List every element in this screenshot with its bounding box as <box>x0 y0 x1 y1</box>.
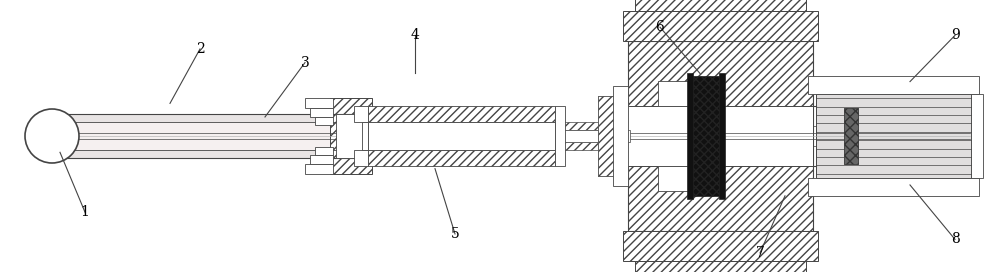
Text: 9: 9 <box>951 28 959 42</box>
Bar <box>635 261 806 272</box>
Bar <box>368 122 555 150</box>
Bar <box>52 122 358 150</box>
Bar <box>368 150 555 166</box>
Bar <box>808 76 979 94</box>
Bar <box>305 98 333 108</box>
Bar <box>623 11 818 41</box>
Bar <box>613 86 628 186</box>
Bar <box>971 94 983 178</box>
Bar <box>635 0 806 11</box>
Bar <box>315 147 333 155</box>
Bar <box>628 106 813 166</box>
Bar <box>658 81 713 106</box>
Bar <box>658 166 713 191</box>
Bar <box>354 106 368 122</box>
Circle shape <box>25 109 79 163</box>
Text: 3: 3 <box>301 55 309 70</box>
Bar <box>354 150 368 166</box>
Bar <box>598 96 613 176</box>
Bar <box>368 106 555 122</box>
Bar <box>628 41 813 231</box>
Bar <box>687 73 693 199</box>
Text: 2: 2 <box>196 42 204 56</box>
Bar <box>362 122 368 150</box>
Bar <box>310 108 333 117</box>
Bar <box>330 98 372 174</box>
Bar <box>315 117 333 125</box>
Bar <box>555 106 565 166</box>
Bar <box>808 178 979 196</box>
Text: 5: 5 <box>451 227 459 241</box>
Bar <box>844 108 858 164</box>
Bar <box>555 122 630 130</box>
Bar <box>555 130 630 142</box>
Text: 4: 4 <box>411 28 419 42</box>
Text: 1: 1 <box>81 205 89 219</box>
Bar <box>555 142 630 150</box>
Bar <box>690 76 722 196</box>
Bar <box>310 155 333 164</box>
Bar <box>719 73 725 199</box>
Bar <box>598 96 613 176</box>
Bar <box>623 231 818 261</box>
Bar <box>52 114 358 122</box>
Bar <box>305 164 333 174</box>
Bar <box>52 150 358 158</box>
Bar <box>336 114 366 158</box>
Text: 8: 8 <box>951 232 959 246</box>
Text: 6: 6 <box>656 20 664 34</box>
Bar <box>816 94 971 178</box>
Text: 7: 7 <box>756 246 764 260</box>
Bar <box>844 108 858 164</box>
